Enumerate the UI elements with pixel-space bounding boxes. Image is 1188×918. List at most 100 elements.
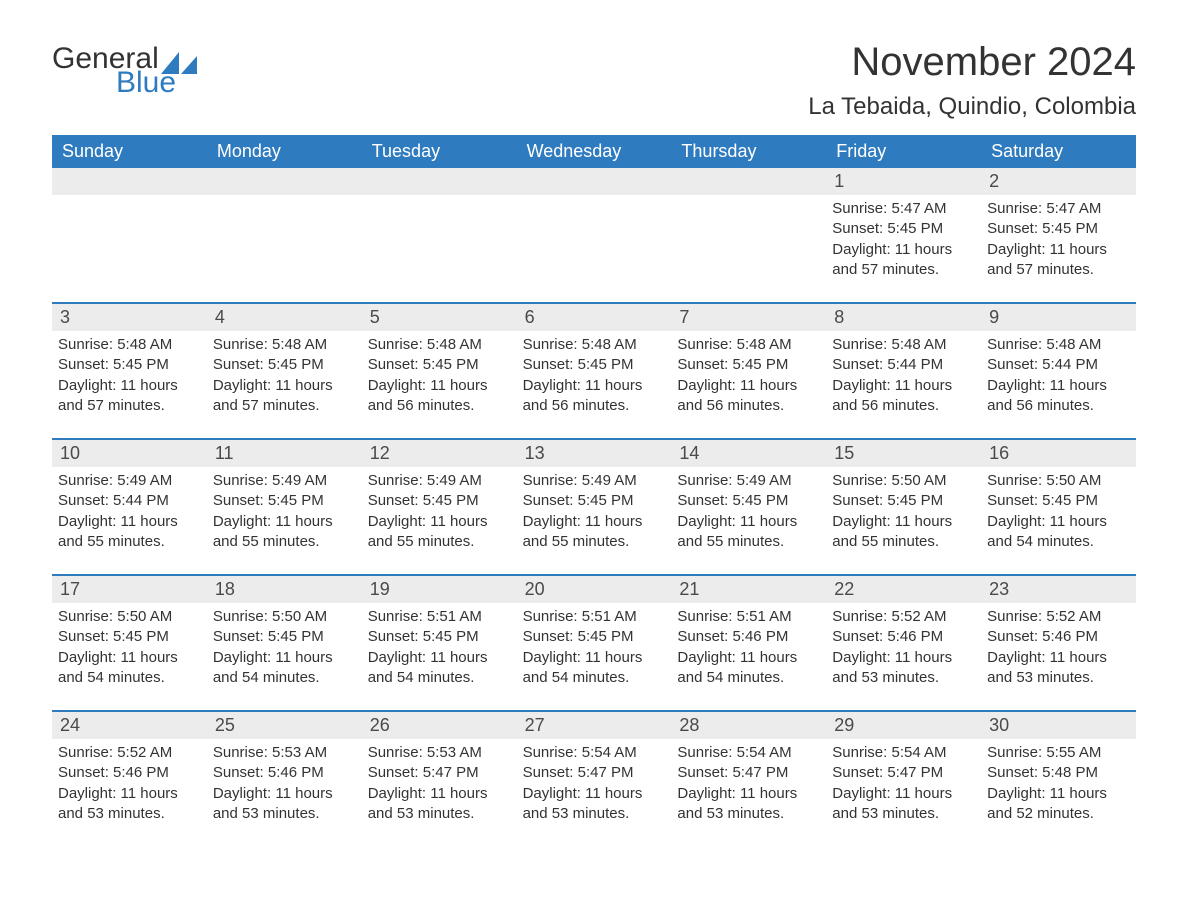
day-number: 25: [207, 712, 362, 739]
sunrise-line: Sunrise: 5:53 AM: [213, 743, 356, 763]
day-details: Sunrise: 5:54 AMSunset: 5:47 PMDaylight:…: [517, 739, 672, 824]
daylight-line: Daylight: 11 hours and 54 minutes.: [58, 648, 201, 689]
sunrise-line: Sunrise: 5:48 AM: [523, 335, 666, 355]
sunrise-line: Sunrise: 5:48 AM: [213, 335, 356, 355]
sunset-line: Sunset: 5:47 PM: [368, 763, 511, 783]
daylight-line: Daylight: 11 hours and 57 minutes.: [58, 376, 201, 417]
sunrise-line: Sunrise: 5:54 AM: [523, 743, 666, 763]
day-details: Sunrise: 5:53 AMSunset: 5:46 PMDaylight:…: [207, 739, 362, 824]
daylight-line: Daylight: 11 hours and 57 minutes.: [987, 240, 1130, 281]
sunset-line: Sunset: 5:45 PM: [677, 491, 820, 511]
sunrise-line: Sunrise: 5:52 AM: [58, 743, 201, 763]
day-details: Sunrise: 5:52 AMSunset: 5:46 PMDaylight:…: [826, 603, 981, 688]
daylight-line: Daylight: 11 hours and 53 minutes.: [213, 784, 356, 825]
day-details: Sunrise: 5:48 AMSunset: 5:45 PMDaylight:…: [517, 331, 672, 416]
daylight-line: Daylight: 11 hours and 54 minutes.: [213, 648, 356, 689]
day-details: Sunrise: 5:48 AMSunset: 5:44 PMDaylight:…: [981, 331, 1136, 416]
calendar-week: .....1Sunrise: 5:47 AMSunset: 5:45 PMDay…: [52, 168, 1136, 302]
sunset-line: Sunset: 5:47 PM: [832, 763, 975, 783]
calendar-cell: .: [362, 168, 517, 302]
calendar-cell: 16Sunrise: 5:50 AMSunset: 5:45 PMDayligh…: [981, 440, 1136, 574]
sunrise-line: Sunrise: 5:49 AM: [58, 471, 201, 491]
daylight-line: Daylight: 11 hours and 53 minutes.: [987, 648, 1130, 689]
sunrise-line: Sunrise: 5:48 AM: [58, 335, 201, 355]
calendar-cell: 4Sunrise: 5:48 AMSunset: 5:45 PMDaylight…: [207, 304, 362, 438]
title-block: November 2024 La Tebaida, Quindio, Colom…: [808, 40, 1136, 121]
calendar-cell: 29Sunrise: 5:54 AMSunset: 5:47 PMDayligh…: [826, 712, 981, 846]
day-number: 11: [207, 440, 362, 467]
daylight-line: Daylight: 11 hours and 56 minutes.: [677, 376, 820, 417]
day-number: 4: [207, 304, 362, 331]
day-number: 14: [671, 440, 826, 467]
daylight-line: Daylight: 11 hours and 55 minutes.: [213, 512, 356, 553]
sunset-line: Sunset: 5:46 PM: [58, 763, 201, 783]
calendar-cell: 9Sunrise: 5:48 AMSunset: 5:44 PMDaylight…: [981, 304, 1136, 438]
day-number: .: [362, 168, 517, 195]
daylight-line: Daylight: 11 hours and 55 minutes.: [832, 512, 975, 553]
day-details: Sunrise: 5:48 AMSunset: 5:45 PMDaylight:…: [52, 331, 207, 416]
calendar-cell: 20Sunrise: 5:51 AMSunset: 5:45 PMDayligh…: [517, 576, 672, 710]
calendar-cell: .: [671, 168, 826, 302]
calendar-week: 3Sunrise: 5:48 AMSunset: 5:45 PMDaylight…: [52, 302, 1136, 438]
day-details: Sunrise: 5:51 AMSunset: 5:45 PMDaylight:…: [517, 603, 672, 688]
calendar-week: 24Sunrise: 5:52 AMSunset: 5:46 PMDayligh…: [52, 710, 1136, 846]
day-details: Sunrise: 5:48 AMSunset: 5:45 PMDaylight:…: [362, 331, 517, 416]
day-number: 2: [981, 168, 1136, 195]
daylight-line: Daylight: 11 hours and 56 minutes.: [987, 376, 1130, 417]
calendar-cell: 6Sunrise: 5:48 AMSunset: 5:45 PMDaylight…: [517, 304, 672, 438]
calendar-header-row: SundayMondayTuesdayWednesdayThursdayFrid…: [52, 135, 1136, 168]
calendar-cell: 19Sunrise: 5:51 AMSunset: 5:45 PMDayligh…: [362, 576, 517, 710]
calendar-cell: 22Sunrise: 5:52 AMSunset: 5:46 PMDayligh…: [826, 576, 981, 710]
calendar-cell: 14Sunrise: 5:49 AMSunset: 5:45 PMDayligh…: [671, 440, 826, 574]
day-details: Sunrise: 5:49 AMSunset: 5:45 PMDaylight:…: [207, 467, 362, 552]
calendar-cell: 2Sunrise: 5:47 AMSunset: 5:45 PMDaylight…: [981, 168, 1136, 302]
day-details: Sunrise: 5:47 AMSunset: 5:45 PMDaylight:…: [826, 195, 981, 280]
calendar-cell: 5Sunrise: 5:48 AMSunset: 5:45 PMDaylight…: [362, 304, 517, 438]
calendar-header-cell: Sunday: [52, 135, 207, 168]
day-number: .: [52, 168, 207, 195]
location-subtitle: La Tebaida, Quindio, Colombia: [808, 93, 1136, 121]
daylight-line: Daylight: 11 hours and 55 minutes.: [58, 512, 201, 553]
calendar-header-cell: Wednesday: [517, 135, 672, 168]
day-number: .: [207, 168, 362, 195]
calendar-cell: 23Sunrise: 5:52 AMSunset: 5:46 PMDayligh…: [981, 576, 1136, 710]
calendar-cell: .: [517, 168, 672, 302]
day-number: .: [671, 168, 826, 195]
sunset-line: Sunset: 5:45 PM: [987, 491, 1130, 511]
day-number: 7: [671, 304, 826, 331]
day-number: 19: [362, 576, 517, 603]
sunset-line: Sunset: 5:46 PM: [677, 627, 820, 647]
calendar-header-cell: Friday: [826, 135, 981, 168]
calendar-cell: 12Sunrise: 5:49 AMSunset: 5:45 PMDayligh…: [362, 440, 517, 574]
sunset-line: Sunset: 5:44 PM: [58, 491, 201, 511]
day-number: 9: [981, 304, 1136, 331]
sunrise-line: Sunrise: 5:49 AM: [523, 471, 666, 491]
page-header: General Blue November 2024 La Tebaida, Q…: [52, 40, 1136, 121]
logo-sail-icon: [161, 52, 197, 74]
calendar-cell: 24Sunrise: 5:52 AMSunset: 5:46 PMDayligh…: [52, 712, 207, 846]
calendar-cell: 11Sunrise: 5:49 AMSunset: 5:45 PMDayligh…: [207, 440, 362, 574]
sunrise-line: Sunrise: 5:48 AM: [368, 335, 511, 355]
calendar-cell: 17Sunrise: 5:50 AMSunset: 5:45 PMDayligh…: [52, 576, 207, 710]
sunrise-line: Sunrise: 5:50 AM: [832, 471, 975, 491]
day-number: 30: [981, 712, 1136, 739]
daylight-line: Daylight: 11 hours and 54 minutes.: [368, 648, 511, 689]
day-number: 1: [826, 168, 981, 195]
sunrise-line: Sunrise: 5:49 AM: [368, 471, 511, 491]
day-details: Sunrise: 5:50 AMSunset: 5:45 PMDaylight:…: [981, 467, 1136, 552]
sunrise-line: Sunrise: 5:53 AM: [368, 743, 511, 763]
calendar-cell: 21Sunrise: 5:51 AMSunset: 5:46 PMDayligh…: [671, 576, 826, 710]
brand-logo: General Blue: [52, 40, 197, 98]
calendar-cell: 30Sunrise: 5:55 AMSunset: 5:48 PMDayligh…: [981, 712, 1136, 846]
sunset-line: Sunset: 5:44 PM: [987, 355, 1130, 375]
daylight-line: Daylight: 11 hours and 53 minutes.: [677, 784, 820, 825]
calendar-header-cell: Tuesday: [362, 135, 517, 168]
daylight-line: Daylight: 11 hours and 55 minutes.: [677, 512, 820, 553]
day-details: Sunrise: 5:49 AMSunset: 5:44 PMDaylight:…: [52, 467, 207, 552]
calendar-cell: 1Sunrise: 5:47 AMSunset: 5:45 PMDaylight…: [826, 168, 981, 302]
sunset-line: Sunset: 5:45 PM: [832, 219, 975, 239]
daylight-line: Daylight: 11 hours and 56 minutes.: [368, 376, 511, 417]
day-number: 3: [52, 304, 207, 331]
day-details: Sunrise: 5:51 AMSunset: 5:45 PMDaylight:…: [362, 603, 517, 688]
calendar-cell: 25Sunrise: 5:53 AMSunset: 5:46 PMDayligh…: [207, 712, 362, 846]
